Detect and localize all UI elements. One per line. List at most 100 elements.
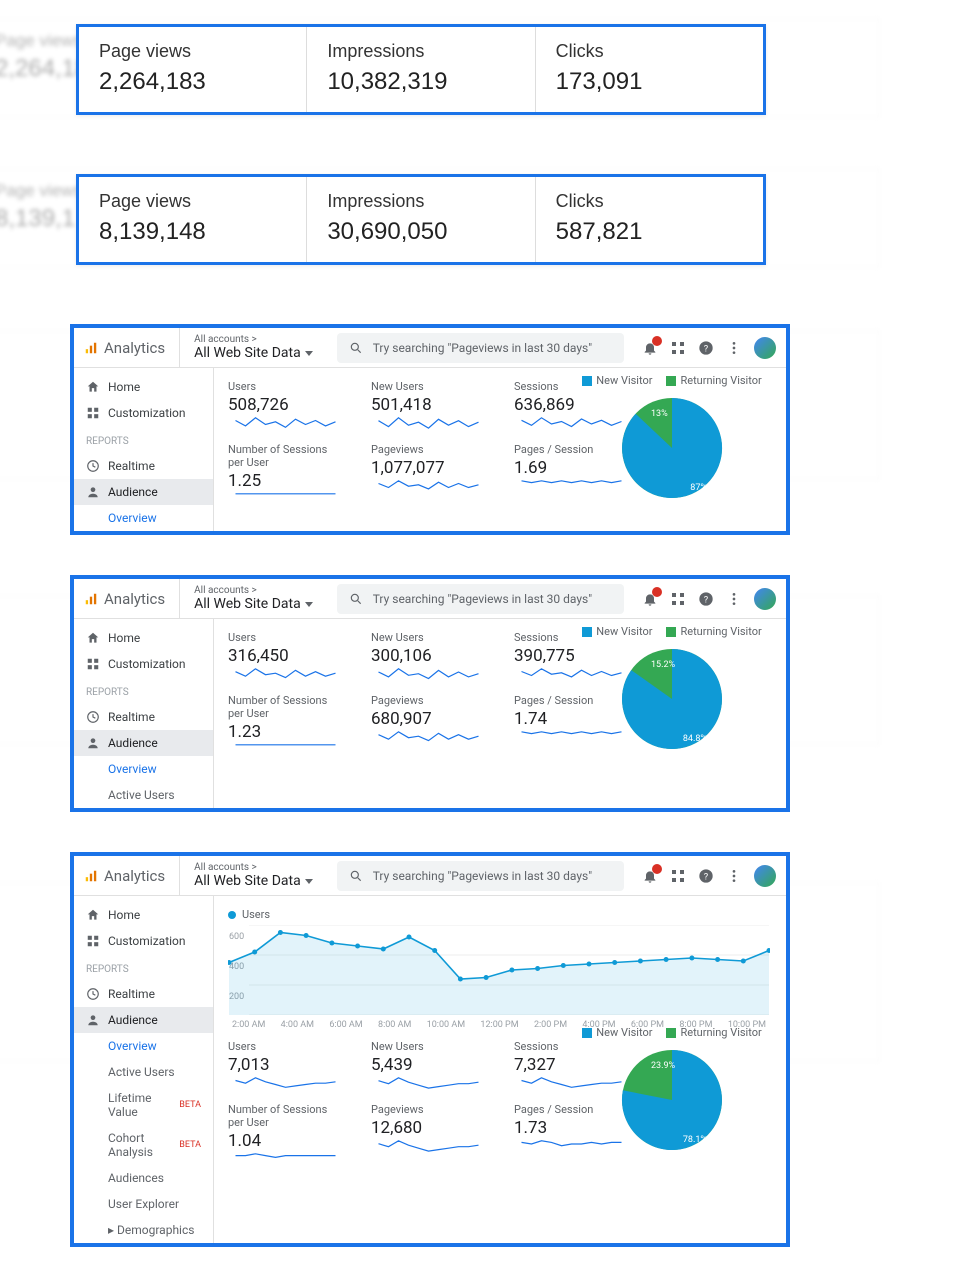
crumb-main: All Web Site Data xyxy=(194,596,301,612)
crumb-main: All Web Site Data xyxy=(194,873,301,889)
analytics-logo-icon xyxy=(84,341,98,355)
more-icon[interactable] xyxy=(726,868,742,884)
stat-cell: Impressions 10,382,319 xyxy=(307,27,535,112)
stat-label: Clicks xyxy=(556,191,743,212)
nav-cohort[interactable]: Cohort AnalysisBETA xyxy=(74,1125,213,1165)
search-icon xyxy=(349,869,363,883)
nav-home[interactable]: Home xyxy=(74,625,213,651)
analytics-logo[interactable]: Analytics xyxy=(84,579,180,618)
nav-home[interactable]: Home xyxy=(74,902,213,928)
search-bar[interactable]: Try searching "Pageviews in last 30 days… xyxy=(337,333,624,363)
metric-label: Pageviews xyxy=(371,694,486,707)
stat-label: Impressions xyxy=(327,41,514,62)
stat-label: Clicks xyxy=(556,41,743,62)
legend-new: New Visitor xyxy=(582,374,652,387)
apps-icon[interactable] xyxy=(670,340,686,356)
caret-down-icon xyxy=(305,879,313,884)
nav-overview[interactable]: Overview xyxy=(74,505,213,531)
x-tick: 10:00 AM xyxy=(427,1020,465,1030)
crumb-top: All accounts > xyxy=(194,334,313,345)
nav-realtime[interactable]: Realtime xyxy=(74,981,213,1007)
pie-ret-label: 15.2% xyxy=(651,660,675,670)
legend-returning: Returning Visitor xyxy=(666,1026,761,1039)
more-icon[interactable] xyxy=(726,591,742,607)
x-tick: 8:00 AM xyxy=(378,1020,411,1030)
stat-cell: Clicks 587,821 xyxy=(536,177,763,262)
analytics-logo-text: Analytics xyxy=(104,339,165,357)
avatar[interactable] xyxy=(754,588,776,610)
nav-demographics[interactable]: ▸ Demographics xyxy=(74,1217,213,1243)
sidebar: Home Customization REPORTS Realtime Audi… xyxy=(74,619,214,808)
nav-user-explorer[interactable]: User Explorer xyxy=(74,1191,213,1217)
analytics-logo-icon xyxy=(84,869,98,883)
search-placeholder: Try searching "Pageviews in last 30 days… xyxy=(373,869,592,883)
metric-label: Pageviews xyxy=(371,443,486,456)
legend-returning: Returning Visitor xyxy=(666,625,761,638)
apps-icon[interactable] xyxy=(670,591,686,607)
nav-home[interactable]: Home xyxy=(74,374,213,400)
search-bar[interactable]: Try searching "Pageviews in last 30 days… xyxy=(337,861,624,891)
account-selector[interactable]: All accounts > All Web Site Data xyxy=(180,585,327,612)
nav-audience[interactable]: Audience xyxy=(74,479,213,505)
pie-new-label: 87% xyxy=(690,483,707,493)
search-bar[interactable]: Try searching "Pageviews in last 30 days… xyxy=(337,584,624,614)
metric-tile: Number of Sessions per User 1.23 xyxy=(228,694,343,762)
help-icon[interactable]: ? xyxy=(698,868,714,884)
nav-active-users[interactable]: Active Users xyxy=(74,782,213,808)
notifications-icon[interactable] xyxy=(642,591,658,607)
metric-tile: New Users 5,439 xyxy=(371,1040,486,1095)
nav-audiences[interactable]: Audiences xyxy=(74,1165,213,1191)
avatar[interactable] xyxy=(754,865,776,887)
metric-label: Users xyxy=(228,380,343,393)
metric-label: Number of Sessions per User xyxy=(228,1103,343,1129)
help-icon[interactable]: ? xyxy=(698,340,714,356)
metric-value: 316,450 xyxy=(228,646,343,666)
nav-realtime[interactable]: Realtime xyxy=(74,704,213,730)
metric-tile: Users 7,013 xyxy=(228,1040,343,1095)
account-selector[interactable]: All accounts > All Web Site Data xyxy=(180,862,327,889)
legend-new: New Visitor xyxy=(582,1026,652,1039)
avatar[interactable] xyxy=(754,337,776,359)
help-icon[interactable]: ? xyxy=(698,591,714,607)
metric-value: 1,077,077 xyxy=(371,458,486,478)
nav-customization[interactable]: Customization xyxy=(74,928,213,954)
svg-text:600: 600 xyxy=(229,932,244,942)
analytics-logo[interactable]: Analytics xyxy=(84,856,180,895)
nav-active-users[interactable]: Active Users xyxy=(74,1059,213,1085)
nav-audience[interactable]: Audience xyxy=(74,1007,213,1033)
metric-tile: New Users 300,106 xyxy=(371,631,486,686)
nav-lifetime-value[interactable]: Lifetime ValueBETA xyxy=(74,1085,213,1125)
pie-ret-label: 13% xyxy=(651,409,668,419)
search-placeholder: Try searching "Pageviews in last 30 days… xyxy=(373,341,592,355)
nav-overview[interactable]: Overview xyxy=(74,1033,213,1059)
stat-cell: Page views 8,139,148 xyxy=(79,177,307,262)
nav-realtime[interactable]: Realtime xyxy=(74,453,213,479)
chart-series-label: Users xyxy=(242,908,270,921)
notifications-icon[interactable] xyxy=(642,340,658,356)
visitor-pie: New Visitor Returning Visitor 87% 13% xyxy=(572,374,772,503)
svg-text:?: ? xyxy=(704,594,709,605)
notifications-icon[interactable] xyxy=(642,868,658,884)
apps-icon[interactable] xyxy=(670,868,686,884)
nav-overview[interactable]: Overview xyxy=(74,756,213,782)
more-icon[interactable] xyxy=(726,340,742,356)
crumb-top: All accounts > xyxy=(194,862,313,873)
analytics-logo[interactable]: Analytics xyxy=(84,328,180,367)
metric-tile: Pageviews 12,680 xyxy=(371,1103,486,1171)
metric-tile: New Users 501,418 xyxy=(371,380,486,435)
analytics-panel-2: Analytics All accounts > All Web Site Da… xyxy=(70,575,790,812)
stat-value: 30,690,050 xyxy=(327,218,514,246)
metric-tile: Number of Sessions per User 1.25 xyxy=(228,443,343,511)
metric-value: 508,726 xyxy=(228,395,343,415)
account-selector[interactable]: All accounts > All Web Site Data xyxy=(180,334,327,361)
nav-audience[interactable]: Audience xyxy=(74,730,213,756)
pie-new-label: 84.8% xyxy=(683,734,707,744)
nav-reports-label: REPORTS xyxy=(74,426,213,453)
stat-label: Impressions xyxy=(327,191,514,212)
metric-label: New Users xyxy=(371,1040,486,1053)
nav-customization[interactable]: Customization xyxy=(74,651,213,677)
metric-label: Users xyxy=(228,631,343,644)
summary-panel-1: Page views 2,264,183 Impressions 10,382,… xyxy=(76,24,766,115)
nav-customization[interactable]: Customization xyxy=(74,400,213,426)
x-tick: 2:00 AM xyxy=(232,1020,265,1030)
